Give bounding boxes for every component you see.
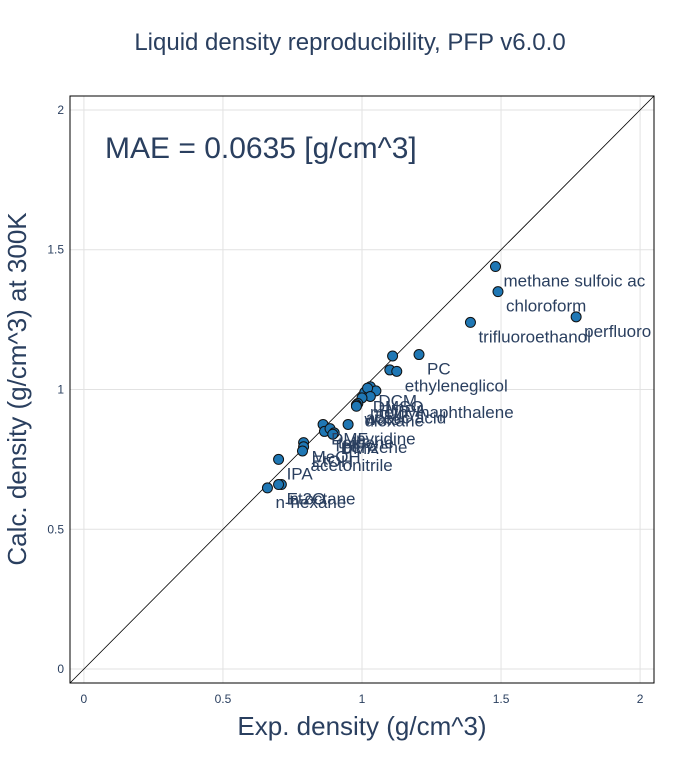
- x-tick-label: 0: [81, 692, 88, 706]
- point-label: perfluoro: [584, 322, 651, 341]
- data-point: [297, 446, 307, 456]
- data-point: [493, 287, 503, 297]
- point-labels: methane sulfoic ac chloroform trifluoroeth…: [275, 272, 651, 512]
- data-point: [388, 351, 398, 361]
- y-tick-label: 1.5: [47, 243, 64, 257]
- data-point: [274, 454, 284, 464]
- x-tick-label: 1.5: [493, 692, 510, 706]
- data-point: [490, 262, 500, 272]
- data-point: [351, 401, 361, 411]
- x-tick-label: 2: [637, 692, 644, 706]
- data-point: [262, 483, 272, 493]
- x-tick-label: 1: [359, 692, 366, 706]
- point-label: Et2O: [287, 490, 326, 509]
- point-label: methane sulfoic ac: [503, 272, 645, 291]
- data-point: [465, 317, 475, 327]
- point-label: trifluoroethanol: [478, 327, 590, 346]
- x-tick-label: 0.5: [215, 692, 232, 706]
- data-point: [392, 366, 402, 376]
- y-tick-label: 1: [57, 383, 64, 397]
- point-label: dioxane: [364, 411, 424, 430]
- data-point: [274, 480, 284, 490]
- x-axis-title: Exp. density (g/cm^3): [237, 711, 486, 741]
- y-tick-label: 0: [57, 662, 64, 676]
- point-label: acetonitrile: [310, 456, 392, 475]
- y-tick-label: 0.5: [47, 522, 64, 536]
- data-point: [414, 350, 424, 360]
- point-label: IPA: [287, 464, 314, 483]
- scatter-chart: Liquid density reproducibility, PFP v6.0…: [0, 0, 700, 780]
- y-axis-title: Calc. density (g/cm^3) at 300K: [2, 212, 32, 566]
- point-label: ethyleneglicol: [405, 376, 508, 395]
- mae-annotation: MAE = 0.0635 [g/cm^3]: [105, 132, 417, 165]
- y-tick-label: 2: [57, 103, 64, 117]
- point-label: chloroform: [506, 297, 586, 316]
- data-point: [343, 419, 353, 429]
- chart-title: Liquid density reproducibility, PFP v6.0…: [134, 29, 565, 56]
